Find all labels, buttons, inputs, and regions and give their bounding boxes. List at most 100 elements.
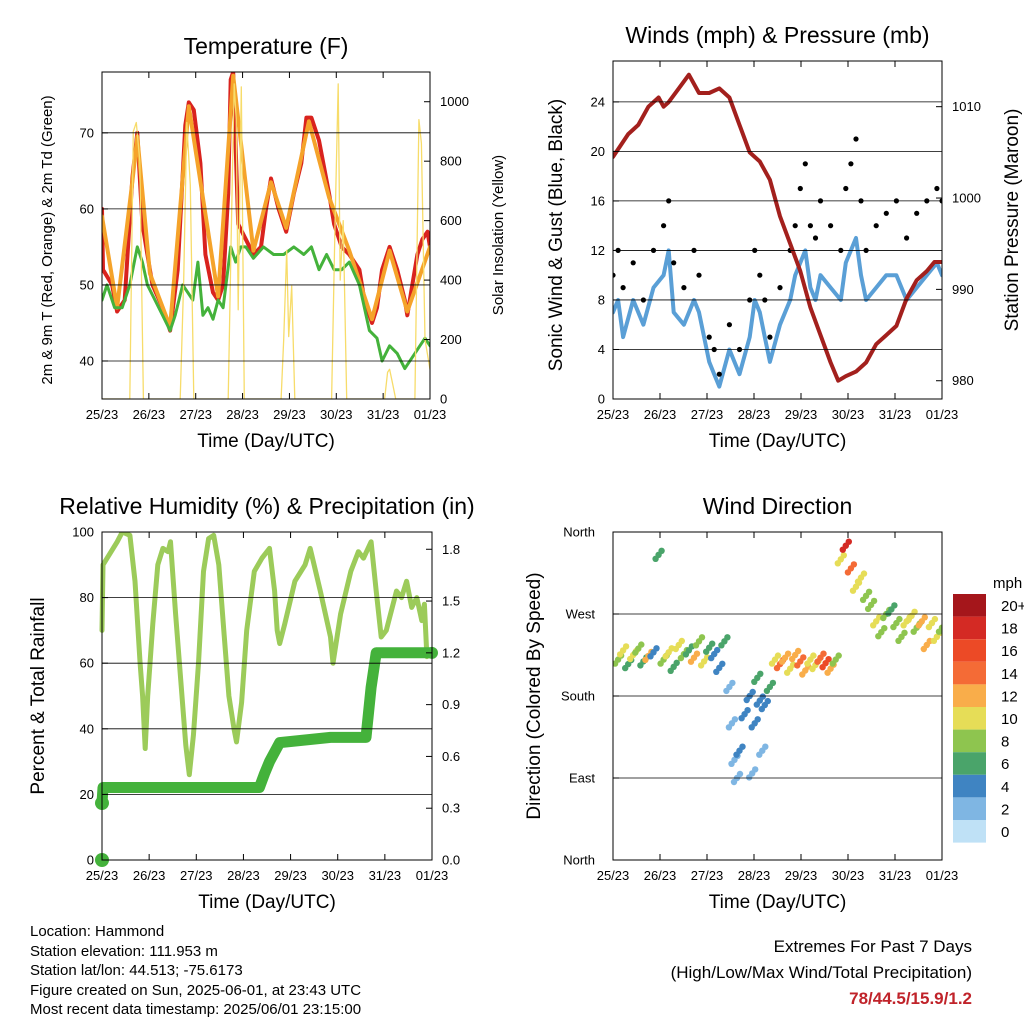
gust-point	[934, 185, 940, 192]
direction-point	[638, 641, 645, 648]
direction-point	[724, 634, 731, 641]
direction-point	[759, 693, 766, 700]
winds-chart: 0 4 8 12 16 20 24 980 990 1000 1010 25/23 26/23 27/23…	[546, 22, 1023, 452]
y-tick-label: 0	[87, 853, 94, 868]
direction-point	[764, 697, 771, 705]
y-tick-label: 16	[591, 193, 605, 208]
y2-tick-label: 980	[952, 373, 974, 388]
y-tick-label: 40	[80, 721, 94, 736]
direction-point	[921, 614, 928, 621]
gust-point	[853, 136, 859, 142]
y2-tick-label: 0.9	[442, 697, 460, 712]
colorbar-label: 6	[1001, 756, 1009, 773]
gust-point	[767, 334, 773, 340]
plot-frame	[101, 71, 431, 400]
direction-point	[896, 615, 903, 623]
x-tick-label: 01/23	[926, 868, 959, 883]
recent-text: Most recent data timestamp: 2025/06/01 2…	[30, 1001, 362, 1018]
y-tick-label: 40	[80, 353, 94, 368]
y2-axis-label: Solar Insolation (Yellow)	[490, 155, 507, 315]
direction-point	[840, 552, 847, 559]
y-axis-label: Percent & Total Rainfall	[28, 597, 49, 794]
x-tick-label: 31/23	[367, 407, 400, 422]
gust-point	[828, 223, 834, 229]
x-tick-label: 28/23	[226, 407, 259, 422]
x-tick-label: 27/23	[691, 868, 724, 883]
x-tick-label: 30/23	[832, 868, 865, 883]
direction-point	[845, 538, 852, 545]
y-tick-label: 20	[591, 144, 605, 159]
x-tick-label: 29/23	[785, 407, 818, 422]
direction-point	[752, 766, 759, 773]
direction-point	[810, 652, 817, 659]
colorbar-swatch	[953, 797, 986, 820]
colorbar-swatch	[953, 707, 986, 730]
x-tick-label: 25/23	[597, 407, 630, 422]
x-tick-label: 28/23	[738, 868, 771, 883]
x-tick-label: 30/23	[320, 407, 353, 422]
gust-point	[630, 260, 636, 266]
direction-point	[901, 629, 908, 636]
y-tick-label: North	[563, 525, 595, 540]
series-rh	[99, 532, 435, 778]
colorbar-label: 12	[1001, 688, 1018, 705]
plot-area	[102, 72, 430, 399]
x-tick-label: 25/23	[86, 407, 119, 422]
extremes-box: Extremes For Past 7 Days (High/Low/Max W…	[671, 934, 972, 1012]
gust-point	[914, 210, 920, 216]
gust-point	[681, 285, 687, 291]
y-tick-label: 70	[80, 125, 94, 140]
direction-point	[653, 645, 660, 652]
direction-point	[757, 670, 764, 677]
direction-point	[658, 547, 665, 554]
x-tick-label: 29/23	[274, 868, 307, 883]
gust-point	[843, 185, 849, 192]
x-axis-label: Time (Day/UTC)	[198, 892, 336, 913]
y-tick-label: 4	[598, 342, 605, 357]
direction-point	[800, 654, 807, 661]
colorbar-label: 18	[1001, 621, 1018, 638]
x-tick-label: 25/23	[597, 868, 630, 883]
direction-point	[865, 588, 873, 595]
y-tick-label: North	[563, 853, 595, 868]
gust-point	[706, 334, 712, 340]
x-axis-label: Time (Day/UTC)	[197, 431, 335, 452]
y-axis-label: 2m & 9m T (Red, Orange) & 2m Td (Green)	[39, 95, 56, 384]
direction-point	[754, 716, 761, 723]
created-text: Figure created on Sun, 2025-06-01, at 23…	[30, 981, 362, 999]
gust-point	[716, 371, 722, 377]
y-tick-label: 50	[80, 277, 94, 292]
y2-tick-label: 1.8	[442, 542, 460, 557]
colorbar-swatch	[953, 774, 986, 798]
gust-point	[883, 210, 889, 216]
gust-point	[904, 235, 910, 241]
colorbar-label: 16	[1001, 643, 1018, 660]
x-tick-label: 31/23	[879, 407, 912, 422]
gust-point	[812, 235, 819, 241]
plot-frame	[612, 531, 943, 861]
direction-point	[714, 646, 721, 654]
y2-tick-label: 0.3	[442, 801, 460, 816]
direction-point	[911, 608, 918, 615]
direction-point	[678, 637, 685, 645]
x-tick-label: 01/23	[926, 407, 959, 422]
y2-tick-label: 800	[440, 154, 462, 169]
station-info: Location: Hammond Station elevation: 111…	[30, 922, 361, 1020]
x-tick-label: 26/23	[644, 407, 677, 422]
y2-axis-label: Station Pressure (Maroon)	[1002, 109, 1023, 332]
x-tick-label: 30/23	[832, 407, 865, 422]
series-wind	[613, 236, 942, 389]
x-tick-label: 31/23	[879, 868, 912, 883]
direction-point	[938, 624, 942, 631]
y2-tick-label: 0.0	[442, 853, 460, 868]
plot-frame	[612, 60, 943, 400]
plot-frame	[101, 531, 433, 861]
direction-point	[870, 597, 878, 605]
x-tick-label: 27/23	[180, 868, 213, 883]
gust-point	[671, 260, 677, 266]
direction-point	[698, 634, 706, 641]
chart-title: Wind Direction	[703, 493, 853, 519]
direction-point	[729, 679, 736, 687]
direction-point	[795, 647, 802, 655]
